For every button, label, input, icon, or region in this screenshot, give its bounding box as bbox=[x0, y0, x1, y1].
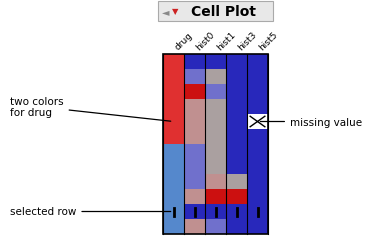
Text: hist5: hist5 bbox=[258, 30, 280, 52]
Bar bbox=[163, 204, 184, 219]
Bar bbox=[205, 159, 226, 174]
Text: selected row: selected row bbox=[10, 207, 171, 217]
Bar bbox=[205, 55, 226, 70]
Bar bbox=[184, 144, 205, 159]
Bar bbox=[247, 85, 268, 100]
Bar bbox=[247, 100, 268, 114]
Bar bbox=[163, 100, 184, 114]
Bar bbox=[205, 174, 226, 189]
Bar bbox=[205, 85, 226, 100]
Bar bbox=[205, 70, 226, 85]
Bar bbox=[163, 144, 184, 159]
Bar bbox=[163, 159, 184, 174]
Bar bbox=[226, 204, 247, 219]
Bar bbox=[184, 85, 205, 100]
Bar bbox=[226, 189, 247, 204]
Text: drug: drug bbox=[174, 31, 195, 52]
Bar bbox=[226, 219, 247, 234]
Bar bbox=[184, 130, 205, 144]
Bar bbox=[247, 204, 268, 219]
Bar bbox=[226, 55, 247, 70]
Bar bbox=[247, 70, 268, 85]
Bar bbox=[205, 114, 226, 130]
Bar bbox=[184, 114, 205, 130]
Text: hist3: hist3 bbox=[236, 30, 259, 52]
Bar bbox=[163, 70, 184, 85]
Bar bbox=[184, 219, 205, 234]
Bar bbox=[226, 144, 247, 159]
Bar bbox=[226, 70, 247, 85]
Bar bbox=[184, 159, 205, 174]
Bar bbox=[163, 55, 184, 70]
Bar bbox=[163, 114, 184, 130]
Bar bbox=[184, 204, 205, 219]
Bar bbox=[163, 189, 184, 204]
Bar bbox=[247, 174, 268, 189]
Text: two colors
for drug: two colors for drug bbox=[10, 96, 171, 122]
Bar bbox=[205, 144, 226, 159]
Bar bbox=[247, 55, 268, 70]
Bar bbox=[184, 55, 205, 70]
Bar bbox=[247, 144, 268, 159]
Bar bbox=[163, 85, 184, 100]
Bar bbox=[226, 114, 247, 130]
Text: ◄: ◄ bbox=[162, 7, 169, 17]
Bar bbox=[184, 100, 205, 114]
Bar bbox=[205, 204, 226, 219]
Text: missing value: missing value bbox=[260, 117, 362, 127]
Bar bbox=[205, 189, 226, 204]
Bar bbox=[247, 219, 268, 234]
Bar bbox=[247, 159, 268, 174]
Text: hist1: hist1 bbox=[215, 30, 238, 52]
Bar bbox=[205, 219, 226, 234]
Bar bbox=[184, 174, 205, 189]
Bar bbox=[205, 100, 226, 114]
Bar bbox=[247, 114, 268, 130]
Bar bbox=[226, 159, 247, 174]
Text: ▼: ▼ bbox=[172, 8, 179, 16]
Bar bbox=[163, 130, 184, 144]
Bar bbox=[163, 219, 184, 234]
Bar bbox=[184, 70, 205, 85]
Bar bbox=[205, 130, 226, 144]
Bar bbox=[226, 85, 247, 100]
Bar bbox=[158, 2, 273, 22]
Text: hist0: hist0 bbox=[195, 30, 217, 52]
Bar bbox=[226, 100, 247, 114]
Bar bbox=[247, 130, 268, 144]
Bar bbox=[163, 55, 268, 234]
Bar bbox=[226, 130, 247, 144]
Bar bbox=[163, 174, 184, 189]
Bar bbox=[184, 189, 205, 204]
Bar bbox=[226, 174, 247, 189]
Bar bbox=[247, 189, 268, 204]
Text: Cell Plot: Cell Plot bbox=[191, 5, 256, 19]
